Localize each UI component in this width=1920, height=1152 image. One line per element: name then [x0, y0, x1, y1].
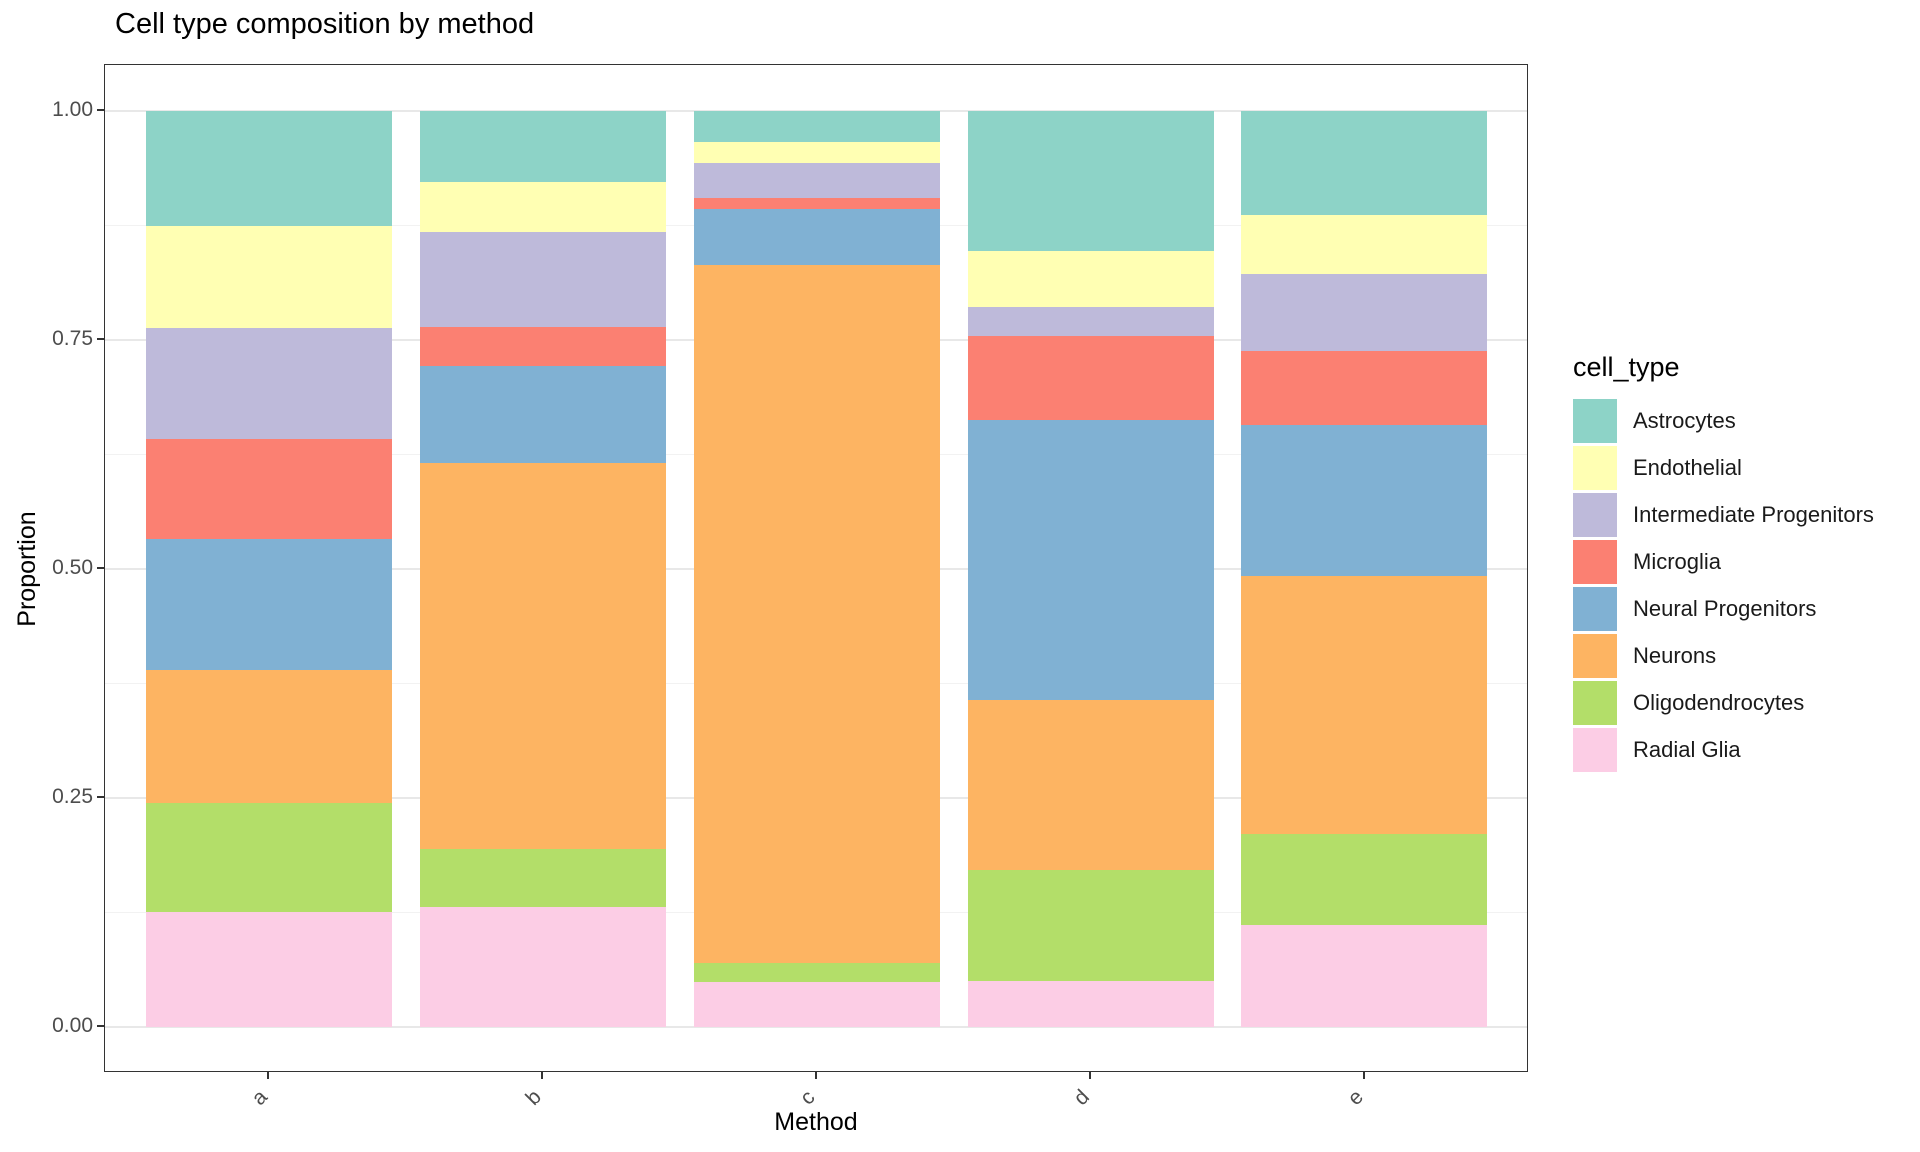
bar-segment-d-neurons	[968, 699, 1214, 871]
y-tick-mark	[97, 338, 104, 340]
legend-label: Endothelial	[1633, 454, 1742, 480]
legend-key-swatch	[1573, 727, 1617, 772]
bar-segment-e-endothelial	[1241, 214, 1487, 275]
bar-segment-b-endothelial	[420, 182, 666, 232]
bar-segment-b-intermediate-progenitors	[420, 231, 666, 328]
x-tick-mark	[815, 1072, 817, 1079]
y-tick-label: 0.50	[52, 556, 93, 579]
bar-segment-d-neural-progenitors	[968, 419, 1214, 700]
x-tick-mark	[1363, 1072, 1365, 1079]
legend-key-swatch	[1573, 633, 1617, 678]
bar-segment-e-oligodendrocytes	[1241, 833, 1487, 926]
x-tick-label: b	[521, 1085, 546, 1110]
bar-segment-e-neural-progenitors	[1241, 425, 1487, 577]
legend-entries: Astrocytes Endothelial Intermediate Progen…	[1573, 397, 1874, 773]
bar-segment-d-intermediate-progenitors	[968, 307, 1214, 337]
legend: cell_type Astrocytes Endothelial Intermedi…	[1573, 352, 1874, 773]
bar-segment-e-astrocytes	[1241, 111, 1487, 215]
bar-segment-c-microglia	[694, 198, 940, 209]
y-tick-mark	[97, 567, 104, 569]
legend-label: Microglia	[1633, 548, 1722, 574]
bar-segment-a-neural-progenitors	[146, 538, 392, 670]
bar-segment-b-oligodendrocytes	[420, 849, 666, 907]
x-tick-mark	[267, 1072, 269, 1079]
legend-label: Intermediate Progenitors	[1633, 501, 1874, 527]
gridline-major	[105, 1026, 1527, 1028]
legend-title: cell_type	[1573, 352, 1680, 382]
y-tick-mark	[97, 1025, 104, 1027]
x-axis-title: Method	[774, 1108, 858, 1136]
bar-segment-c-intermediate-progenitors	[694, 163, 940, 198]
bar-segment-c-astrocytes	[694, 111, 940, 143]
bar-segment-d-astrocytes	[968, 111, 1214, 252]
x-tick-label: d	[1069, 1085, 1094, 1110]
plot-panel	[104, 64, 1528, 1072]
bar-segment-a-astrocytes	[146, 111, 392, 227]
bar-segment-d-radial-glia	[968, 981, 1214, 1027]
bar-segment-c-radial-glia	[694, 982, 940, 1027]
y-tick-label: 0.25	[52, 785, 93, 808]
bar-segment-d-microglia	[968, 336, 1214, 420]
chart-title: Cell type composition by method	[115, 8, 535, 40]
legend-key-swatch	[1573, 539, 1617, 584]
legend-label: Neural Progenitors	[1633, 595, 1817, 621]
bar-segment-b-neurons	[420, 462, 666, 850]
bar-segment-a-oligodendrocytes	[146, 802, 392, 912]
x-tick-label: a	[247, 1085, 272, 1110]
bar-segment-b-astrocytes	[420, 111, 666, 183]
x-tick-mark	[541, 1072, 543, 1079]
bar-segment-b-radial-glia	[420, 907, 666, 1027]
legend-entry: Endothelial	[1573, 444, 1874, 491]
bar-segment-a-endothelial	[146, 226, 392, 329]
y-tick-label: 0.75	[52, 327, 93, 350]
bar-segment-b-microglia	[420, 327, 666, 366]
bar-segment-e-neurons	[1241, 576, 1487, 834]
legend-key-swatch	[1573, 398, 1617, 443]
legend-label: Oligodendrocytes	[1633, 689, 1805, 715]
legend-entry: Neurons	[1573, 632, 1874, 679]
bar-segment-d-endothelial	[968, 251, 1214, 308]
bar-segment-e-intermediate-progenitors	[1241, 274, 1487, 351]
legend-entry: Oligodendrocytes	[1573, 679, 1874, 726]
legend-label: Radial Glia	[1633, 736, 1741, 762]
bar-segment-c-endothelial	[694, 142, 940, 164]
bar-segment-e-radial-glia	[1241, 925, 1487, 1027]
legend-entry: Microglia	[1573, 538, 1874, 585]
bar-segment-c-oligodendrocytes	[694, 962, 940, 983]
bar-segment-a-microglia	[146, 438, 392, 539]
bar-segment-e-microglia	[1241, 350, 1487, 426]
legend-entry: Intermediate Progenitors	[1573, 491, 1874, 538]
legend-entry: Astrocytes	[1573, 397, 1874, 444]
x-tick-label: e	[1343, 1085, 1368, 1110]
bar-segment-a-radial-glia	[146, 911, 392, 1027]
legend-key-swatch	[1573, 445, 1617, 490]
legend-label: Astrocytes	[1633, 407, 1736, 433]
legend-key-swatch	[1573, 680, 1617, 725]
y-tick-label: 1.00	[52, 98, 93, 121]
bar-segment-a-intermediate-progenitors	[146, 328, 392, 439]
legend-key-swatch	[1573, 586, 1617, 631]
bar-segment-b-neural-progenitors	[420, 365, 666, 463]
bar-segment-c-neural-progenitors	[694, 209, 940, 265]
legend-label: Neurons	[1633, 642, 1717, 668]
legend-entry: Neural Progenitors	[1573, 585, 1874, 632]
y-tick-label: 0.00	[52, 1014, 93, 1037]
x-tick-mark	[1089, 1072, 1091, 1079]
legend-entry: Radial Glia	[1573, 726, 1874, 773]
bar-segment-d-oligodendrocytes	[968, 870, 1214, 982]
bar-segment-c-neurons	[694, 264, 940, 963]
y-tick-mark	[97, 796, 104, 798]
bar-segment-a-neurons	[146, 669, 392, 803]
legend-key-swatch	[1573, 492, 1617, 537]
y-tick-mark	[97, 109, 104, 111]
